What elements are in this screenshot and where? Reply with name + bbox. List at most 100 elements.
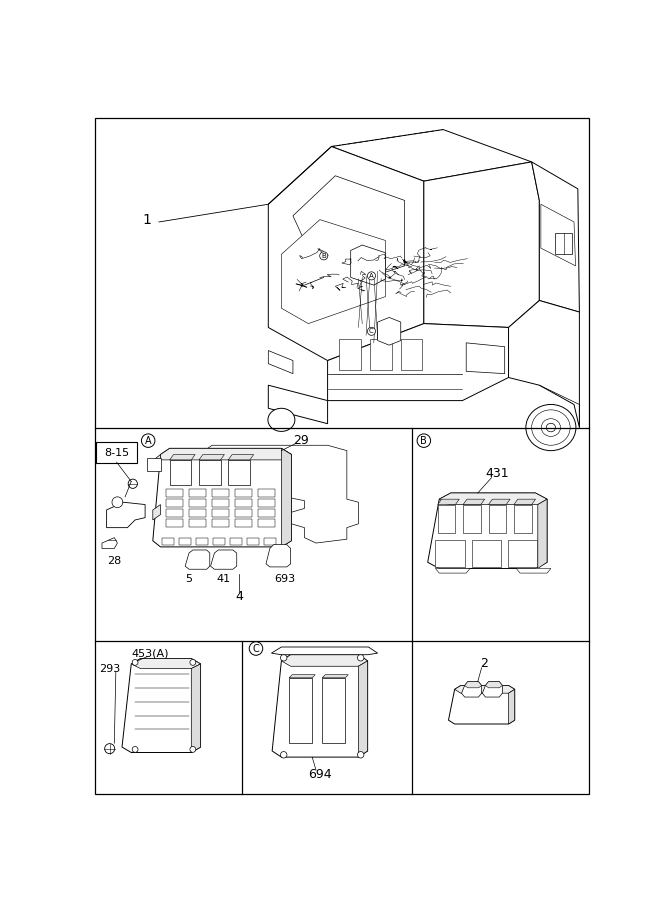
Bar xyxy=(438,505,456,533)
Polygon shape xyxy=(327,324,508,400)
Polygon shape xyxy=(448,686,515,724)
Ellipse shape xyxy=(526,404,576,451)
Bar xyxy=(258,509,275,517)
Polygon shape xyxy=(153,505,161,520)
Bar xyxy=(235,490,252,497)
Polygon shape xyxy=(281,220,386,324)
Text: 8-15: 8-15 xyxy=(104,447,129,457)
Bar xyxy=(258,519,275,526)
Polygon shape xyxy=(322,675,348,678)
Polygon shape xyxy=(538,500,547,569)
Polygon shape xyxy=(131,659,201,669)
Polygon shape xyxy=(169,454,195,460)
Polygon shape xyxy=(185,550,210,569)
Circle shape xyxy=(358,752,364,758)
Bar xyxy=(212,519,229,526)
Polygon shape xyxy=(122,659,201,752)
Polygon shape xyxy=(268,351,293,374)
Polygon shape xyxy=(424,162,540,328)
Polygon shape xyxy=(488,500,510,505)
Bar xyxy=(189,519,206,526)
Polygon shape xyxy=(482,681,502,697)
Text: C: C xyxy=(369,328,374,334)
Bar xyxy=(199,460,221,485)
Bar xyxy=(189,490,206,497)
Polygon shape xyxy=(541,204,576,266)
Text: 28: 28 xyxy=(107,556,121,566)
Polygon shape xyxy=(466,343,505,373)
Polygon shape xyxy=(351,245,386,285)
Circle shape xyxy=(105,743,115,753)
Polygon shape xyxy=(107,502,145,527)
Polygon shape xyxy=(268,385,327,424)
Polygon shape xyxy=(153,454,161,466)
Bar xyxy=(436,540,465,567)
Bar xyxy=(228,460,250,485)
Circle shape xyxy=(280,654,287,661)
Circle shape xyxy=(128,479,137,489)
Circle shape xyxy=(358,654,364,661)
Bar xyxy=(401,339,422,370)
Circle shape xyxy=(190,746,196,752)
Bar xyxy=(212,500,229,507)
Bar xyxy=(166,519,183,526)
Circle shape xyxy=(112,497,123,508)
Bar xyxy=(508,540,537,567)
Bar xyxy=(235,500,252,507)
Polygon shape xyxy=(228,454,253,460)
Bar xyxy=(162,537,174,545)
Bar xyxy=(514,505,532,533)
Polygon shape xyxy=(204,446,358,543)
Circle shape xyxy=(190,660,196,665)
Polygon shape xyxy=(440,493,547,505)
Bar xyxy=(258,500,275,507)
Bar xyxy=(247,537,259,545)
Bar xyxy=(339,339,361,370)
Polygon shape xyxy=(293,176,405,292)
Ellipse shape xyxy=(546,423,556,432)
Polygon shape xyxy=(508,301,580,428)
Bar xyxy=(235,509,252,517)
Bar xyxy=(212,509,229,517)
Polygon shape xyxy=(514,500,536,505)
Bar xyxy=(258,490,275,497)
Polygon shape xyxy=(199,454,224,460)
Text: 431: 431 xyxy=(485,467,509,481)
Bar xyxy=(179,537,191,545)
Bar xyxy=(472,540,501,567)
Polygon shape xyxy=(516,569,551,573)
Bar xyxy=(166,500,183,507)
Polygon shape xyxy=(161,448,291,460)
Polygon shape xyxy=(378,318,401,346)
Bar xyxy=(322,678,346,743)
Circle shape xyxy=(280,752,287,758)
Polygon shape xyxy=(281,654,368,666)
Bar xyxy=(189,509,206,517)
Bar xyxy=(166,490,183,497)
Circle shape xyxy=(132,746,138,752)
Polygon shape xyxy=(271,647,378,654)
Ellipse shape xyxy=(268,409,295,431)
Bar xyxy=(169,460,191,485)
Polygon shape xyxy=(532,162,580,312)
Ellipse shape xyxy=(541,418,560,436)
Polygon shape xyxy=(153,448,291,547)
Text: B: B xyxy=(321,253,326,259)
FancyBboxPatch shape xyxy=(96,442,137,463)
Bar xyxy=(289,678,312,743)
Bar xyxy=(555,233,572,255)
Text: 1: 1 xyxy=(142,212,151,227)
Polygon shape xyxy=(436,569,470,573)
Bar xyxy=(235,519,252,526)
Bar xyxy=(166,509,183,517)
Polygon shape xyxy=(191,664,201,752)
Text: 29: 29 xyxy=(293,434,309,447)
Polygon shape xyxy=(266,544,291,567)
Polygon shape xyxy=(358,661,368,757)
Polygon shape xyxy=(102,537,117,548)
Bar xyxy=(196,537,208,545)
Polygon shape xyxy=(455,686,515,693)
Polygon shape xyxy=(281,448,291,547)
Bar xyxy=(213,537,225,545)
Polygon shape xyxy=(289,675,315,678)
